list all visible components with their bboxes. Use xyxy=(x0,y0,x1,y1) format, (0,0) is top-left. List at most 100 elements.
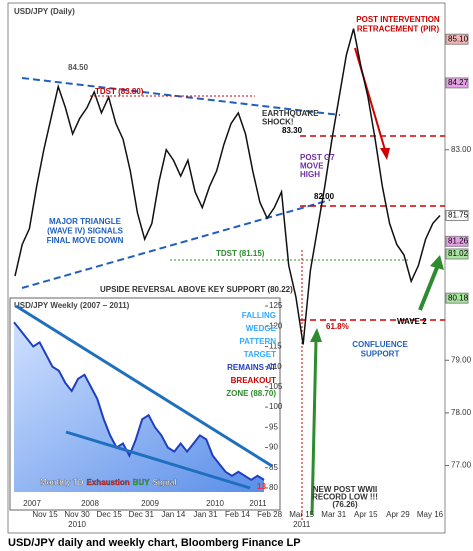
annotation: MAJOR TRIANGLE xyxy=(49,217,122,226)
weekly-line xyxy=(13,321,265,482)
price-tag xyxy=(445,248,469,260)
price-tag-label: 85.10 xyxy=(448,34,469,43)
y-tick-label: 95 xyxy=(269,422,278,431)
x-tick-label: 2010 xyxy=(206,499,224,508)
y-tick-label: 105 xyxy=(269,382,283,391)
annotation: SUPPORT xyxy=(361,350,400,359)
annotation: RETRACEMENT (PIR) xyxy=(357,25,440,34)
x-tick-label: Mar 31 xyxy=(321,510,346,519)
wedge-text: FALLING xyxy=(242,311,276,320)
y-tick-label: 100 xyxy=(269,402,283,411)
price-tag-label: 81.26 xyxy=(448,236,469,245)
arrow-head xyxy=(430,255,444,270)
arrow-head xyxy=(380,148,390,160)
signal-text: BUY xyxy=(133,478,151,487)
wedge-text: TARGET xyxy=(244,350,276,359)
arrow-head xyxy=(310,328,322,342)
y-tick-label: 120 xyxy=(269,321,283,330)
x-tick-label: Feb 14 xyxy=(225,510,250,519)
wedge-line xyxy=(15,304,273,468)
x-tick-label: Mar 15 xyxy=(289,510,314,519)
price-tag xyxy=(445,210,469,222)
price-tag xyxy=(445,77,469,89)
x-tick-label: Apr 29 xyxy=(386,510,410,519)
price-tag xyxy=(445,33,469,45)
caption: USD/JPY daily and weekly chart, Bloomber… xyxy=(8,537,301,549)
y-tick-label: 125 xyxy=(269,301,283,310)
signal-text: Exhaustion xyxy=(87,478,130,487)
x-tick-label: Jan 14 xyxy=(161,510,186,519)
annotation: HIGH xyxy=(300,170,320,179)
price-tag xyxy=(445,235,469,247)
x-tick-label: Jan 31 xyxy=(193,510,218,519)
y-tick-label: 80 xyxy=(269,483,278,492)
x-tick-label: Feb 28 xyxy=(257,510,282,519)
y-tick-label: 83.00 xyxy=(451,145,472,154)
wedge-text: PATTERN xyxy=(239,337,276,346)
annotation: WAVE 2 xyxy=(397,317,427,326)
price-tag-label: 81.75 xyxy=(448,211,469,220)
annotation: (WAVE IV) SIGNALS xyxy=(47,227,124,236)
x-tick-label: Nov 15 xyxy=(32,510,58,519)
annotation: POST INTERVENTION xyxy=(356,15,440,24)
y-tick-label: 90 xyxy=(269,443,278,452)
area-fill xyxy=(14,322,264,492)
trend-line xyxy=(21,77,341,116)
wedge-text: REMAINS AT xyxy=(227,363,276,372)
y-tick-label: 110 xyxy=(269,362,282,371)
annotation: UPSIDE REVERSAL ABOVE KEY SUPPORT (80.22… xyxy=(100,285,293,294)
trend-line xyxy=(21,199,331,289)
chart-title: USD/JPY (Daily) xyxy=(14,7,75,16)
x-tick-label: Nov 30 xyxy=(64,510,90,519)
arrow xyxy=(418,264,440,311)
signal-text: Monthly TD xyxy=(40,478,84,487)
x-tick-label: Dec 15 xyxy=(96,510,122,519)
annotation: 83.30 xyxy=(282,126,303,135)
y-tick-label: 79.00 xyxy=(451,355,472,364)
x-tick-label: 2011 xyxy=(249,499,267,508)
annotation: 82.00 xyxy=(314,192,335,201)
y-tick-label: 78.00 xyxy=(451,408,472,417)
annotation: 84.50 xyxy=(68,63,89,72)
annotation: POST G7 xyxy=(300,153,335,162)
y-tick-label: 85 xyxy=(269,463,278,472)
annotation: TDST (83.80) xyxy=(95,87,144,96)
count-label: 13 xyxy=(257,482,266,491)
wedge-text: ZONE (88.70) xyxy=(226,389,276,398)
annotation: SHOCK! xyxy=(262,118,294,127)
price-line xyxy=(14,28,441,345)
annotation: RECORD LOW !!! xyxy=(312,493,378,502)
annotation: NEW POST WWII xyxy=(313,485,377,494)
x-tick-label: 2009 xyxy=(141,499,159,508)
y-tick-label: 77.00 xyxy=(451,461,472,470)
daily-chart: USD/JPY (Daily) 83.00 79.00 78.00 77.00 85.10… xyxy=(14,7,472,529)
year-label: 2011 xyxy=(293,520,311,529)
annotation: EARTHQUAKE xyxy=(262,109,319,118)
weekly-inset: USD/JPY Weekly (2007 – 2011) 80 85 90 95 100 1… xyxy=(9,297,283,511)
annotation: (76.26) xyxy=(332,500,358,509)
x-tick-label: May 16 xyxy=(417,510,444,519)
x-tick-label: 2007 xyxy=(23,499,41,508)
x-tick-label: Apr 15 xyxy=(354,510,378,519)
arrow xyxy=(310,339,318,516)
annotation: CONFLUENCE xyxy=(352,340,408,349)
price-tag-label: 81.02 xyxy=(448,249,469,258)
signal-text: Signal xyxy=(153,478,177,487)
annotation: FINAL MOVE DOWN xyxy=(47,236,124,245)
x-tick-label: Dec 31 xyxy=(129,510,155,519)
price-tag-label: 84.27 xyxy=(448,78,469,87)
annotation: 61.8% xyxy=(326,322,349,331)
wedge-text: BREAKOUT xyxy=(231,376,276,385)
annotation: TDST (81.15) xyxy=(216,249,265,258)
wedge-text: WEDGE xyxy=(246,324,277,333)
wedge-line xyxy=(65,430,251,490)
inset-title: USD/JPY Weekly (2007 – 2011) xyxy=(14,301,130,310)
year-label: 2010 xyxy=(68,520,86,529)
annotation: MOVE xyxy=(300,162,324,171)
price-tag xyxy=(445,292,469,304)
price-tag-label: 80.18 xyxy=(448,293,469,302)
y-tick-label: 115 xyxy=(269,342,282,351)
x-tick-label: 2008 xyxy=(81,499,99,508)
